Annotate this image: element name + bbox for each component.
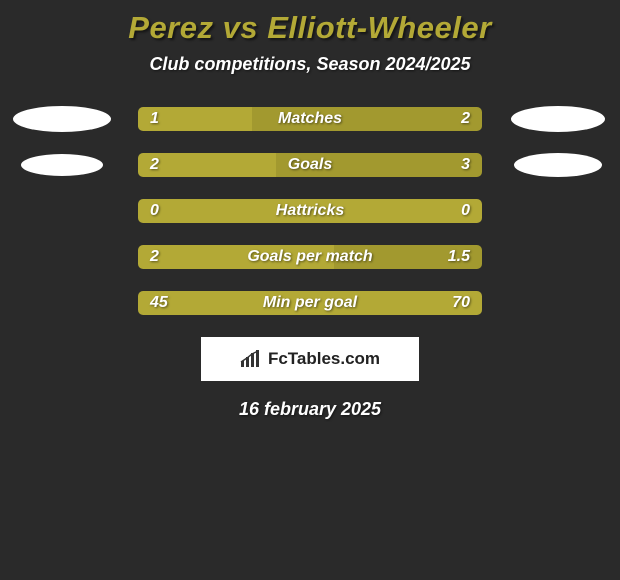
right-avatar-slot: [508, 151, 608, 179]
right-avatar-slot: [508, 289, 608, 317]
stat-bar: 0 0 Hattricks: [138, 199, 482, 223]
stat-row: 45 70 Min per goal: [10, 291, 610, 315]
left-avatar-slot: [12, 289, 112, 317]
stat-bar: 2 3 Goals: [138, 153, 482, 177]
stat-label: Matches: [278, 110, 342, 128]
stat-row: 2 3 Goals: [10, 153, 610, 177]
stat-value-left: 2: [150, 156, 159, 174]
page-title: Perez vs Elliott-Wheeler: [0, 0, 620, 46]
player-avatar-right: [511, 106, 605, 132]
stat-value-left: 45: [150, 294, 168, 312]
stat-row: 0 0 Hattricks: [10, 199, 610, 223]
stat-bar: 45 70 Min per goal: [138, 291, 482, 315]
stat-value-left: 2: [150, 248, 159, 266]
left-avatar-slot: [12, 243, 112, 271]
right-avatar-slot: [508, 105, 608, 133]
page-subtitle: Club competitions, Season 2024/2025: [0, 54, 620, 75]
stat-value-right: 1.5: [448, 248, 470, 266]
stat-value-right: 70: [452, 294, 470, 312]
stat-bar: 1 2 Matches: [138, 107, 482, 131]
stat-row: 2 1.5 Goals per match: [10, 245, 610, 269]
stat-value-left: 1: [150, 110, 159, 128]
player-avatar-left: [13, 106, 111, 132]
stat-label: Hattricks: [276, 202, 344, 220]
left-avatar-slot: [12, 197, 112, 225]
date-text: 16 february 2025: [0, 399, 620, 420]
right-avatar-slot: [508, 197, 608, 225]
stats-container: 1 2 Matches 2 3 Goals 0 0 Hattricks 2 1.5 Goals per…: [0, 107, 620, 315]
branding-text: FcTables.com: [268, 349, 380, 369]
left-avatar-slot: [12, 105, 112, 133]
stat-label: Min per goal: [263, 294, 357, 312]
stat-row: 1 2 Matches: [10, 107, 610, 131]
stat-value-right: 2: [461, 110, 470, 128]
stat-label: Goals: [288, 156, 332, 174]
right-avatar-slot: [508, 243, 608, 271]
stat-label: Goals per match: [247, 248, 372, 266]
stat-value-right: 0: [461, 202, 470, 220]
player-avatar-left: [21, 154, 103, 176]
branding-badge: FcTables.com: [201, 337, 419, 381]
stat-bar: 2 1.5 Goals per match: [138, 245, 482, 269]
stat-value-right: 3: [461, 156, 470, 174]
left-avatar-slot: [12, 151, 112, 179]
bar-chart-icon: [240, 350, 262, 368]
stat-value-left: 0: [150, 202, 159, 220]
player-avatar-right: [514, 153, 602, 177]
